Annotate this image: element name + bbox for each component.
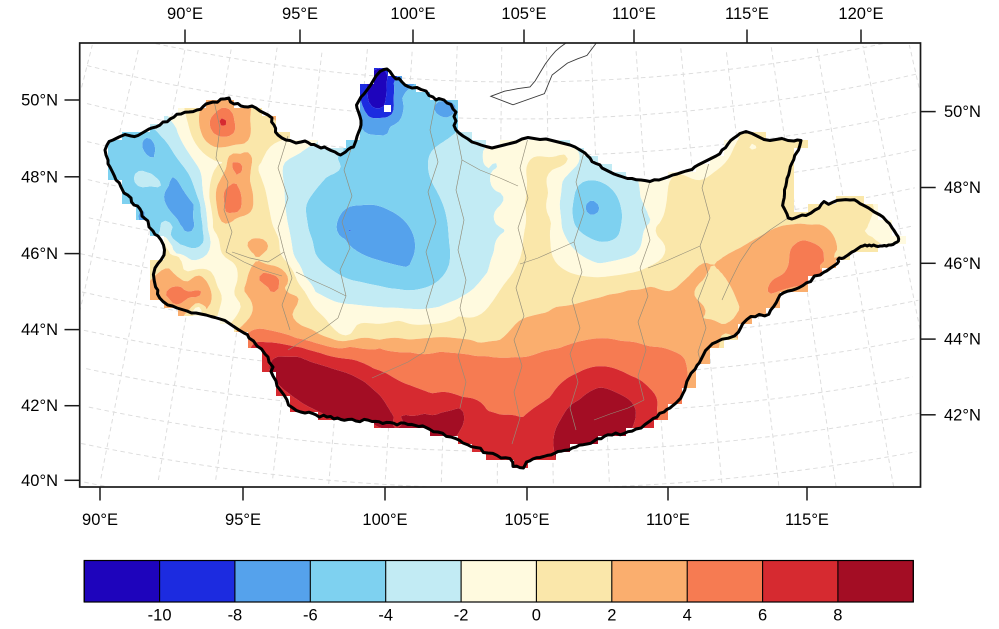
svg-text:2: 2 — [607, 607, 616, 625]
svg-text:115°E: 115°E — [725, 5, 769, 23]
svg-text:48°N: 48°N — [944, 179, 981, 197]
svg-text:95°E: 95°E — [282, 5, 318, 23]
svg-text:100°E: 100°E — [362, 511, 407, 529]
svg-text:8: 8 — [833, 607, 842, 625]
svg-text:50°N: 50°N — [21, 92, 58, 110]
svg-text:42°N: 42°N — [944, 406, 981, 424]
svg-text:40°N: 40°N — [21, 472, 58, 490]
svg-text:50°N: 50°N — [944, 103, 981, 121]
svg-text:-8: -8 — [228, 607, 243, 625]
svg-text:4: 4 — [683, 607, 692, 625]
svg-text:6: 6 — [758, 607, 767, 625]
svg-text:42°N: 42°N — [21, 397, 58, 415]
svg-text:115°E: 115°E — [785, 511, 829, 529]
svg-text:46°N: 46°N — [21, 245, 58, 263]
svg-text:48°N: 48°N — [21, 168, 58, 186]
svg-text:90°E: 90°E — [82, 511, 118, 529]
svg-text:-4: -4 — [378, 607, 393, 625]
svg-text:46°N: 46°N — [944, 255, 981, 273]
svg-text:110°E: 110°E — [646, 511, 690, 529]
svg-text:95°E: 95°E — [225, 511, 261, 529]
svg-text:0: 0 — [532, 607, 541, 625]
svg-text:120°E: 120°E — [838, 5, 883, 23]
svg-text:44°N: 44°N — [21, 321, 58, 339]
svg-text:-10: -10 — [148, 607, 172, 625]
svg-text:44°N: 44°N — [944, 331, 981, 349]
svg-text:110°E: 110°E — [612, 5, 656, 23]
svg-text:90°E: 90°E — [167, 5, 203, 23]
svg-text:105°E: 105°E — [504, 511, 549, 529]
svg-text:105°E: 105°E — [501, 5, 546, 23]
svg-text:100°E: 100°E — [390, 5, 435, 23]
svg-text:-6: -6 — [303, 607, 318, 625]
svg-text:-2: -2 — [454, 607, 469, 625]
